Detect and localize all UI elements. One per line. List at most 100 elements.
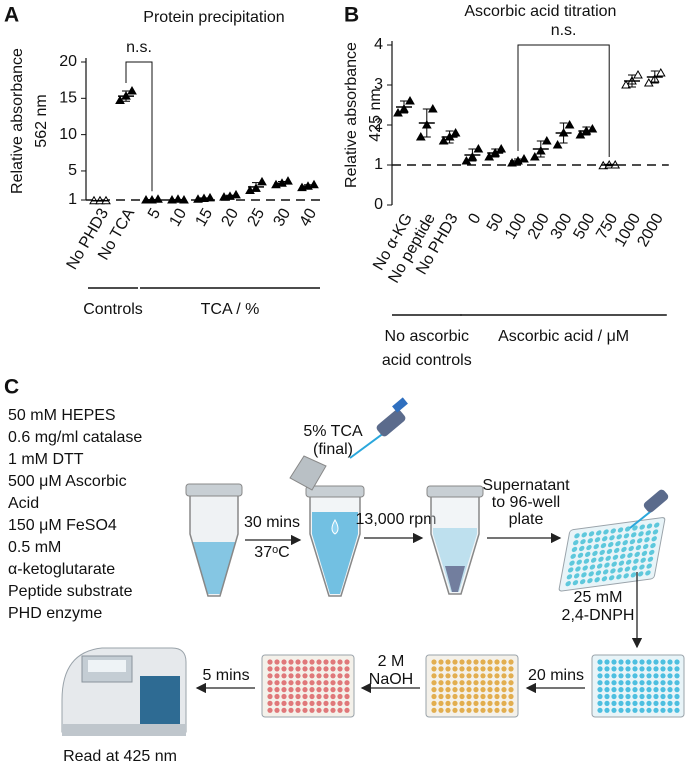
step-label: 5 mins [202,667,249,684]
x-tick-label: 0 [465,211,484,227]
well [438,687,444,693]
well [501,700,507,706]
well [309,659,315,665]
well [624,566,631,572]
well [592,550,598,556]
well [602,536,608,542]
well [337,659,343,665]
well [316,693,322,700]
well [646,700,652,706]
well [618,673,624,679]
well [621,546,627,553]
well [604,680,610,686]
well [611,700,617,706]
step-label: 25 mM [574,589,623,606]
step-label: Supernatant [482,477,570,494]
well [667,659,673,665]
well [281,673,287,679]
well [508,673,514,679]
well [281,693,287,700]
well [459,707,465,713]
well [508,693,514,700]
well [611,693,617,700]
well [466,687,472,693]
well [646,680,652,686]
well [473,680,479,686]
well [487,680,493,686]
well [616,534,622,540]
step-label: to 96-well [492,494,560,511]
well [594,537,601,543]
well [323,659,329,665]
well [466,693,472,700]
well [611,707,617,713]
well [459,659,465,665]
protocol-diagram: C 50 mM HEPES 0.6 mg/ml catalase 1 mM DT… [4,376,685,765]
well [316,666,322,672]
well [567,567,574,573]
well [274,659,280,665]
well [487,659,493,665]
well [337,666,343,672]
well [611,680,617,686]
well [302,693,308,700]
well [337,673,343,679]
x-tick-label: 100 [502,211,530,243]
well [632,707,638,713]
well [274,687,280,693]
y-axis-label: 425 nm [367,88,384,141]
well [612,554,619,560]
well [309,693,315,700]
chart-title: Ascorbic acid titration [464,3,616,20]
well [604,659,610,665]
well [344,707,350,713]
chart-title: Protein precipitation [143,9,284,26]
well [330,666,336,672]
well [674,673,680,679]
well [487,700,493,706]
well [288,673,294,679]
well [438,680,444,686]
well [660,687,666,693]
well [654,522,660,528]
well [508,659,514,665]
well [638,531,644,537]
well [588,531,595,537]
well [466,680,472,686]
well [452,700,458,706]
well [494,687,500,693]
well [579,579,586,585]
well [639,693,645,700]
well [653,680,659,686]
well [609,535,615,541]
x-tick-label: 25 [244,206,268,230]
well [623,533,630,539]
well [473,687,479,693]
y-tick-label: 1 [68,191,77,208]
step-label: (final) [313,441,353,458]
well [459,666,465,672]
well [632,680,638,686]
well [330,680,336,686]
well [466,659,472,665]
well [459,693,465,700]
well [452,707,458,713]
well [302,707,308,713]
x-tick-label: 15 [192,206,216,230]
well [625,687,631,693]
well [618,680,624,686]
well [586,544,592,551]
well [267,673,273,679]
well [627,552,633,558]
well [618,693,624,700]
well [274,693,280,700]
well [431,707,437,713]
plate [261,654,355,718]
well [344,673,350,679]
well [604,673,610,679]
well [617,567,623,573]
well [572,580,579,586]
well [281,680,287,686]
pipette [349,397,408,459]
well [604,562,610,568]
